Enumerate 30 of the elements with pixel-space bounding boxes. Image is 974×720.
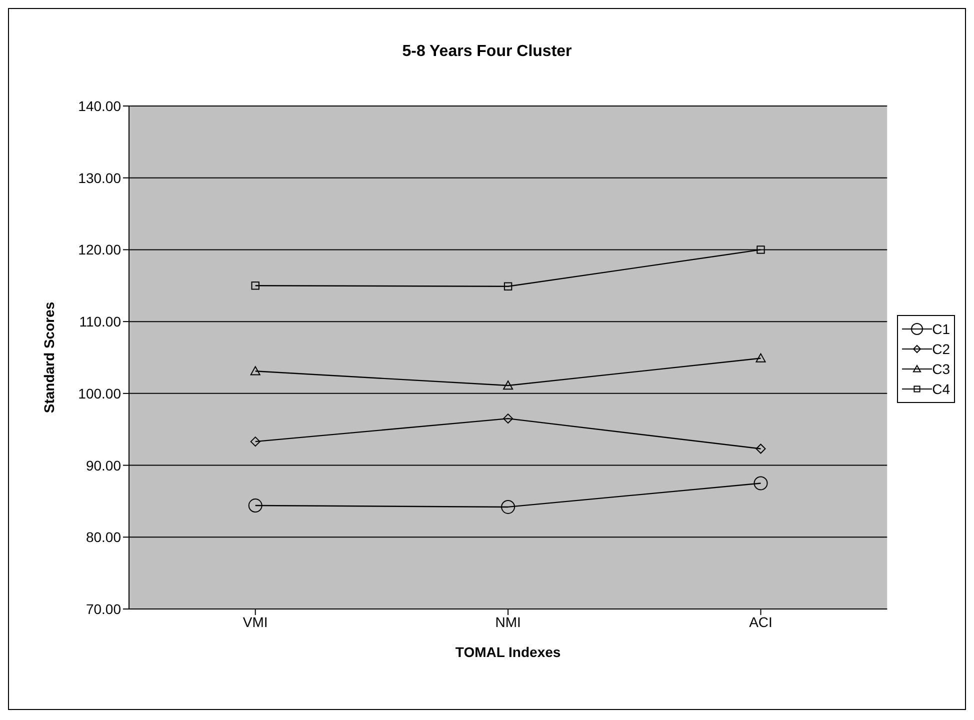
y-tick-label: 80.00 <box>86 529 122 546</box>
y-tick-label: 140.00 <box>78 98 122 114</box>
y-tick-label: 120.00 <box>78 242 122 258</box>
point <box>754 476 768 490</box>
y-axis-title: Standard Scores <box>40 302 57 414</box>
point <box>250 436 260 447</box>
point <box>503 380 514 390</box>
x-tick-label: NMI <box>495 614 521 630</box>
y-tick-label: 130.00 <box>78 170 122 186</box>
legend-label: C3 <box>932 361 950 377</box>
point <box>756 246 765 254</box>
point <box>501 500 516 514</box>
point <box>248 498 262 513</box>
x-tick-label: VMI <box>242 614 268 630</box>
chart-title: 5-8 Years Four Cluster <box>401 43 573 61</box>
point <box>756 353 766 362</box>
y-tick-label: 90.00 <box>86 457 122 474</box>
legend-label: C2 <box>932 341 950 357</box>
legend-label: C1 <box>932 321 950 337</box>
y-tick-label: 110.00 <box>79 314 122 330</box>
y-tick-label: 100.00 <box>78 385 122 402</box>
y-tick-label: 70.00 <box>86 600 122 617</box>
point <box>250 366 260 376</box>
legend-label: C4 <box>932 381 950 397</box>
point <box>504 282 512 290</box>
x-tick-label: ACI <box>749 614 772 630</box>
x-axis-title: TOMAL Indexes <box>455 644 561 660</box>
point <box>503 414 514 424</box>
point <box>251 282 260 290</box>
point <box>756 444 766 454</box>
